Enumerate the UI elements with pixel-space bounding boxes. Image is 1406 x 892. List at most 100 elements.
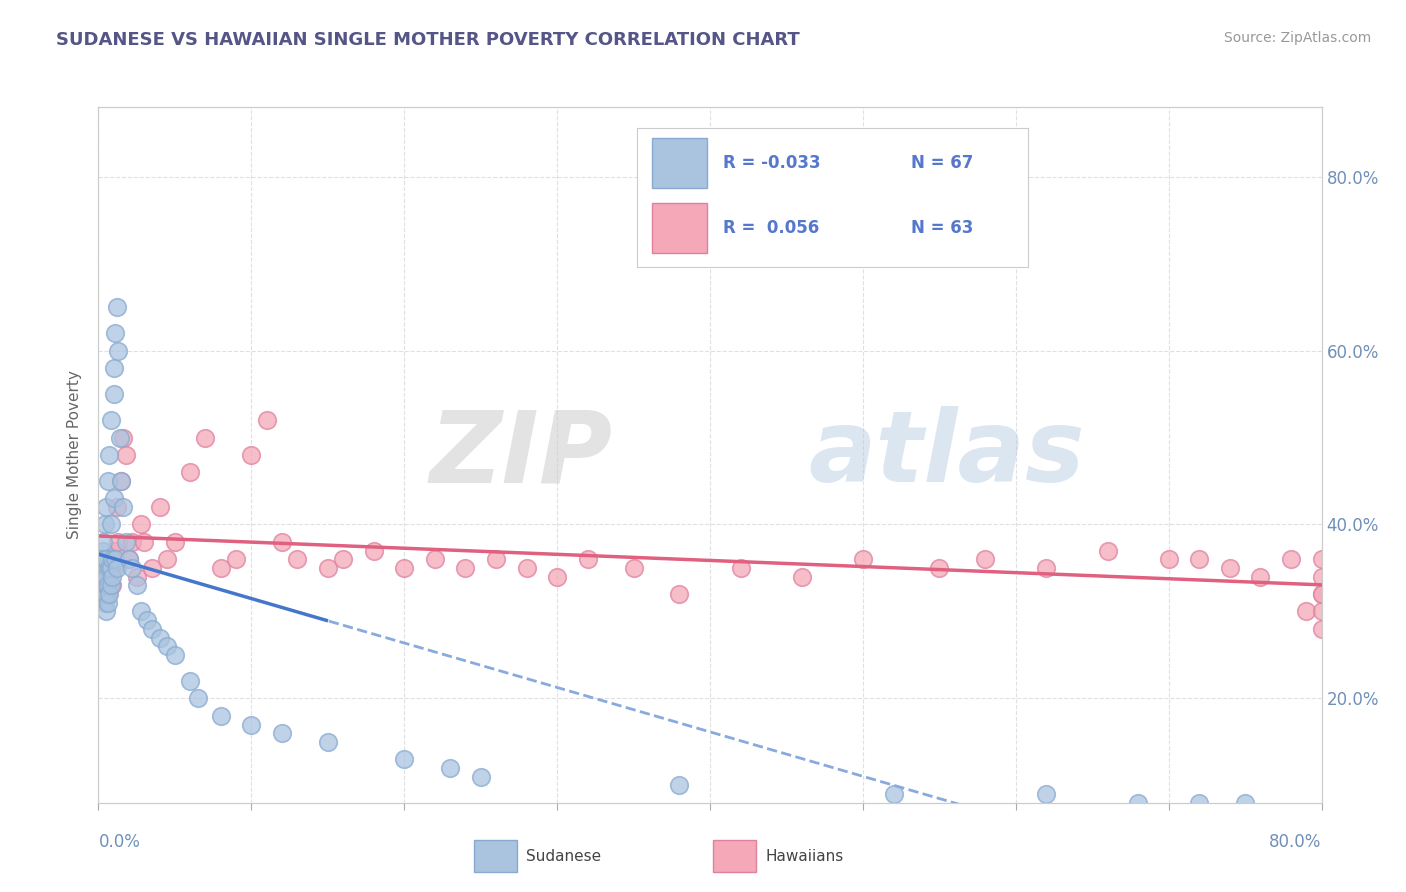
Point [316,561,339,575]
Point [94,570,117,584]
Point [256,413,278,427]
Point [209,708,232,723]
Point [163,648,186,662]
Point [100,517,122,532]
Point [91,587,114,601]
Point [156,639,179,653]
Point [105,300,128,314]
Text: SUDANESE VS HAWAIIAN SINGLE MOTHER POVERTY CORRELATION CHART: SUDANESE VS HAWAIIAN SINGLE MOTHER POVER… [56,31,800,49]
Point [285,552,308,566]
Text: R =  0.056: R = 0.056 [723,219,820,237]
Point [94,561,117,575]
Point [1295,605,1317,619]
Point [108,430,131,444]
Point [107,534,129,549]
Point [852,552,875,566]
Point [104,552,127,566]
Point [100,578,122,592]
Point [101,578,124,592]
Point [623,561,645,575]
Y-axis label: Single Mother Poverty: Single Mother Poverty [67,370,83,540]
Point [439,761,461,775]
Point [270,534,292,549]
Point [270,726,292,740]
Point [129,605,152,619]
Point [94,552,117,566]
Point [194,430,217,444]
Point [240,717,263,731]
Point [1157,552,1180,566]
Point [125,578,148,592]
Point [454,561,477,575]
Point [141,561,163,575]
Point [100,561,122,575]
Point [1219,561,1241,575]
Point [94,500,117,514]
Point [392,561,416,575]
Point [98,561,121,575]
Point [730,561,752,575]
Point [141,622,163,636]
Point [93,578,115,592]
Point [470,770,492,784]
Point [111,500,134,514]
Point [134,534,156,549]
Point [363,543,385,558]
Point [1310,552,1333,566]
Point [100,413,122,427]
Text: Source: ZipAtlas.com: Source: ZipAtlas.com [1223,31,1371,45]
Point [121,561,143,575]
Text: 80.0%: 80.0% [1270,833,1322,851]
Point [790,570,813,584]
Point [110,474,132,488]
Point [1310,570,1333,584]
Point [668,587,690,601]
Text: atlas: atlas [808,407,1084,503]
Point [928,561,950,575]
Point [974,552,997,566]
Point [91,543,114,558]
Point [546,570,568,584]
Point [110,474,132,488]
Point [97,587,120,601]
Text: N = 63: N = 63 [911,219,973,237]
Point [485,552,508,566]
Point [100,552,122,566]
Point [125,570,148,584]
Point [104,543,127,558]
Point [90,570,112,584]
Point [103,361,125,376]
Point [1128,796,1150,810]
Point [98,570,121,584]
Point [1188,552,1211,566]
Point [101,570,124,584]
Point [93,561,115,575]
Point [240,448,263,462]
Point [1310,622,1333,636]
Point [91,534,114,549]
Point [91,570,114,584]
Point [1249,570,1271,584]
Point [104,326,127,340]
Point [107,343,129,358]
Point [90,578,112,592]
Point [97,578,120,592]
Text: R = -0.033: R = -0.033 [723,153,820,171]
Point [332,552,354,566]
Point [93,517,115,532]
Point [187,691,209,706]
Point [103,491,125,506]
Point [423,552,446,566]
Point [179,674,201,689]
Point [225,552,247,566]
Point [111,430,134,444]
Point [516,561,538,575]
Point [105,561,128,575]
Point [115,534,138,549]
Point [209,561,232,575]
Point [576,552,599,566]
Point [118,552,141,566]
Point [1035,787,1057,801]
Point [129,517,152,532]
Point [91,552,114,566]
